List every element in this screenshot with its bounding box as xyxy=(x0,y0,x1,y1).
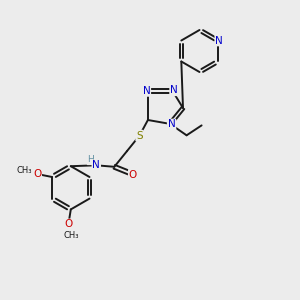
Text: O: O xyxy=(64,219,73,230)
Text: CH₃: CH₃ xyxy=(17,167,32,176)
Text: H: H xyxy=(88,155,94,164)
Text: N: N xyxy=(168,119,176,130)
Text: N: N xyxy=(142,86,150,96)
Text: O: O xyxy=(129,170,137,180)
Text: N: N xyxy=(170,85,178,95)
Text: N: N xyxy=(92,160,100,170)
Text: CH₃: CH₃ xyxy=(64,231,79,240)
Text: O: O xyxy=(33,169,41,179)
Text: S: S xyxy=(136,130,143,141)
Text: N: N xyxy=(215,35,223,46)
